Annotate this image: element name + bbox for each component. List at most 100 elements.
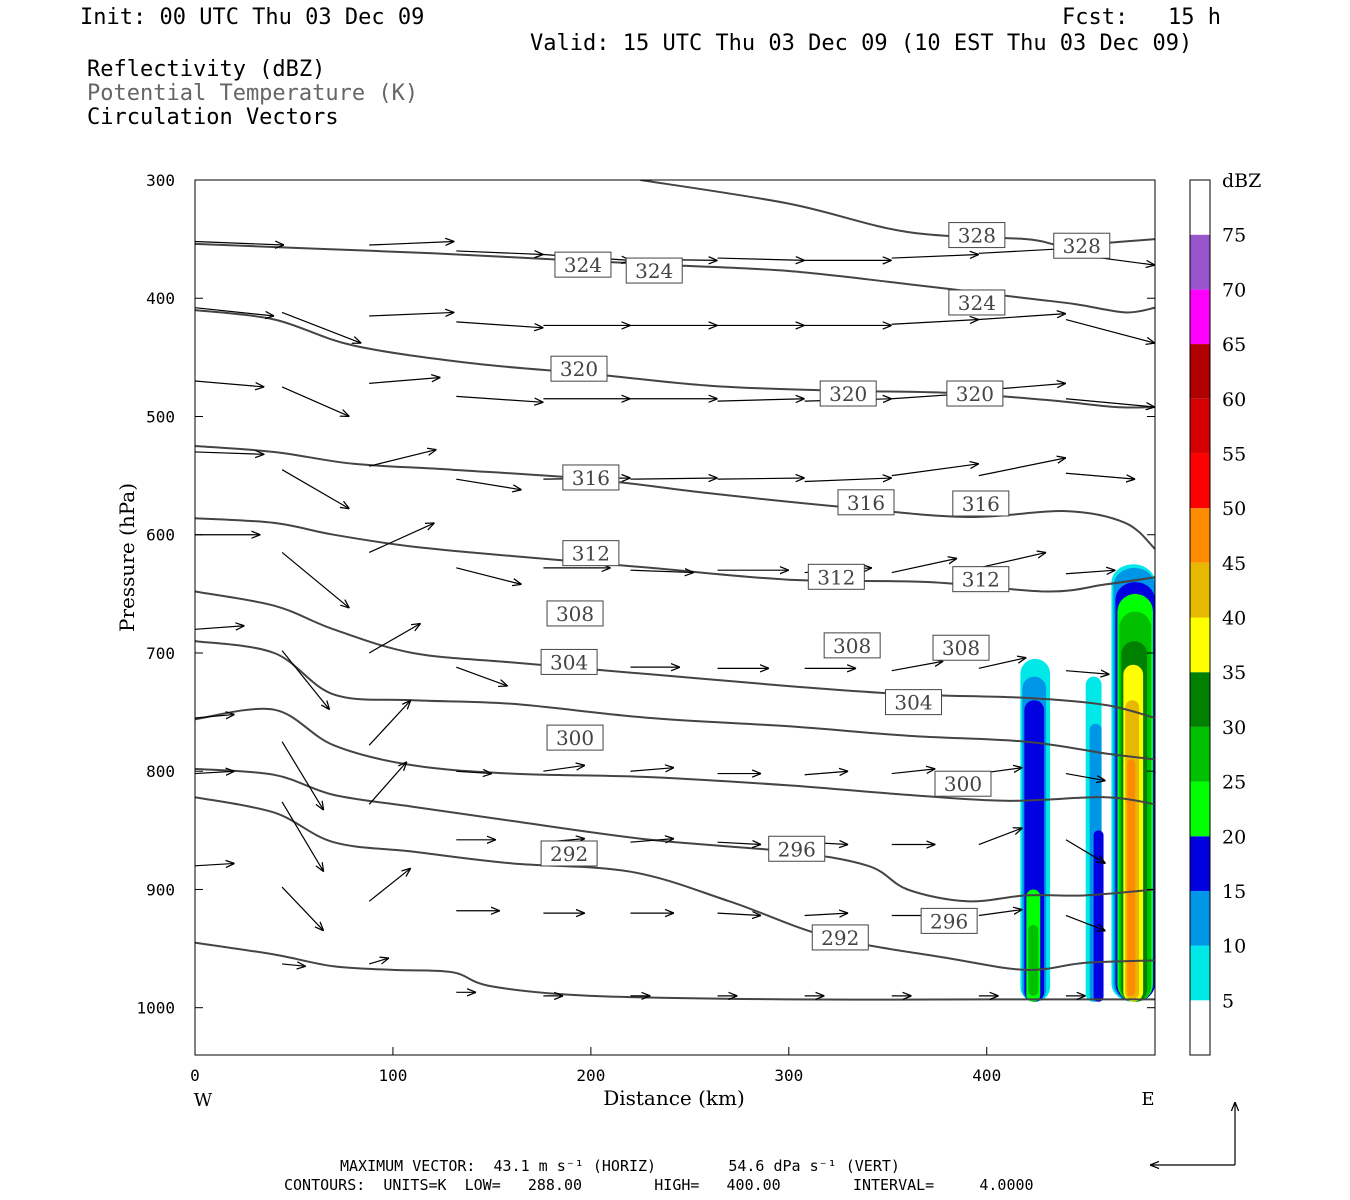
plot-frame (194, 179, 1156, 1056)
theta-label-box (540, 648, 598, 675)
colorbar-level: 50 (1222, 498, 1246, 520)
colorbar-level: 25 (1222, 772, 1246, 794)
x-tick-label: 200 (576, 1066, 605, 1085)
theta-label: 304 (894, 691, 932, 715)
colorbar-swatch (1190, 890, 1210, 946)
circulation-vector (456, 666, 507, 686)
contour-labels: 328 328 324 324 324 320 320 320 316 316 316 312 312 3… (540, 222, 1111, 951)
theta-label: 320 (829, 382, 867, 406)
colorbar-swatch (1190, 1000, 1210, 1055)
theta-label-box (819, 380, 877, 407)
theta-contour (195, 445, 1155, 550)
theta-label: 316 (572, 466, 610, 490)
circulation-vector (630, 839, 674, 843)
x-tick-label: 400 (972, 1066, 1001, 1085)
circulation-vector (717, 913, 762, 915)
circulation-vector (195, 714, 235, 718)
theta-label-box (807, 563, 865, 590)
circulation-vector (281, 886, 324, 931)
valid-time: Valid: 15 UTC Thu 03 Dec 09 (10 EST Thu … (530, 31, 1193, 56)
theta-label: 324 (958, 291, 996, 315)
circulation-vector (1065, 839, 1106, 864)
circulation-vector (804, 913, 849, 915)
theta-contour (195, 590, 1155, 719)
theta-layer (195, 180, 1155, 1001)
west-label: W (194, 1090, 213, 1111)
y-axis-title: Pressure (hPa) (115, 483, 139, 632)
theta-contour (195, 309, 1155, 409)
circulation-vector (978, 910, 1023, 917)
theta-label: 300 (556, 726, 594, 750)
theta-label: 296 (778, 837, 816, 861)
circulation-vector (804, 478, 892, 482)
circulation-vector (891, 661, 943, 672)
theta-label-box (562, 464, 620, 491)
theta-label: 324 (564, 253, 602, 277)
theta-label-box (946, 380, 1004, 407)
colorbar-level: 10 (1222, 936, 1246, 958)
theta-label: 304 (550, 650, 588, 674)
theta-label-box (811, 924, 869, 951)
theta-label-box (948, 222, 1006, 249)
forecast-label: Fcst: (1062, 5, 1129, 30)
circulation-vector (368, 623, 420, 654)
colorbar-level: 20 (1222, 826, 1246, 848)
theta-label-box (562, 540, 620, 567)
circulation-vector (978, 658, 1027, 669)
axes: 300 400 500 600 700 800 900 1000 0 100 200 300 400 Di… (115, 171, 1155, 1111)
theta-label: 316 (847, 491, 885, 515)
circulation-vector (195, 771, 235, 773)
circulation-vector (891, 464, 979, 477)
theta-label: 292 (821, 926, 859, 950)
theta-label: 324 (635, 259, 673, 283)
colorbar-level: 65 (1222, 334, 1246, 356)
theta-label-box (932, 634, 990, 661)
circulation-vector (368, 523, 434, 554)
circulation-vector (368, 868, 411, 902)
theta-label-box (550, 355, 608, 382)
colorbar-swatch (1190, 234, 1210, 290)
circulation-vector (368, 762, 407, 805)
colorbar-frame (1189, 179, 1211, 1056)
init-time: Init: 00 UTC Thu 03 Dec 09 (80, 5, 425, 30)
theta-contour (195, 242, 1155, 314)
circulation-vector (891, 320, 979, 325)
theta-label-box (1053, 232, 1111, 259)
colorbar-swatch (1190, 344, 1210, 399)
circulation-vector (1065, 671, 1110, 675)
colorbar-swatch (1190, 562, 1210, 618)
circulation-vector (978, 552, 1046, 569)
x-tick-label: 0 (190, 1066, 200, 1085)
y-tick-label: 300 (146, 171, 175, 190)
theta-contour (195, 796, 1155, 971)
y-tick-label: 900 (146, 880, 175, 899)
reflectivity-band-25 (1028, 924, 1039, 996)
theta-label: 316 (962, 492, 1000, 516)
circulation-vector (978, 314, 1066, 321)
theta-label-box (952, 490, 1010, 517)
reflectivity-band-15 (1093, 830, 1104, 1002)
x-tick-label: 300 (774, 1066, 803, 1085)
circulation-vector (717, 842, 762, 844)
colorbar-level: 15 (1222, 881, 1246, 903)
circulation-vector (630, 478, 717, 479)
circulation-vector (717, 478, 805, 479)
reflectivity-title: Reflectivity (dBZ) (87, 57, 326, 82)
theta-label: 328 (1063, 234, 1101, 258)
colorbar-level: 30 (1222, 717, 1246, 739)
colorbar-swatch (1190, 617, 1210, 673)
circulation-vector (369, 958, 389, 964)
y-tick-label: 400 (146, 289, 175, 308)
colorbar-swatch (1190, 945, 1210, 1001)
colorbar-level: 35 (1222, 662, 1246, 684)
circulation-vector (369, 241, 454, 245)
theta-label-box (837, 489, 895, 516)
circulation-vector (368, 700, 411, 746)
theta-contour (195, 941, 1155, 1001)
theta-label-box (934, 770, 992, 797)
circulation-vector (281, 552, 349, 608)
contours-note: CONTOURS: UNITS=K LOW= 288.00 HIGH= 400.… (284, 1176, 1034, 1194)
theta-label-box (546, 724, 604, 751)
circulation-vector (1065, 772, 1106, 781)
theta-label-box (768, 835, 826, 862)
